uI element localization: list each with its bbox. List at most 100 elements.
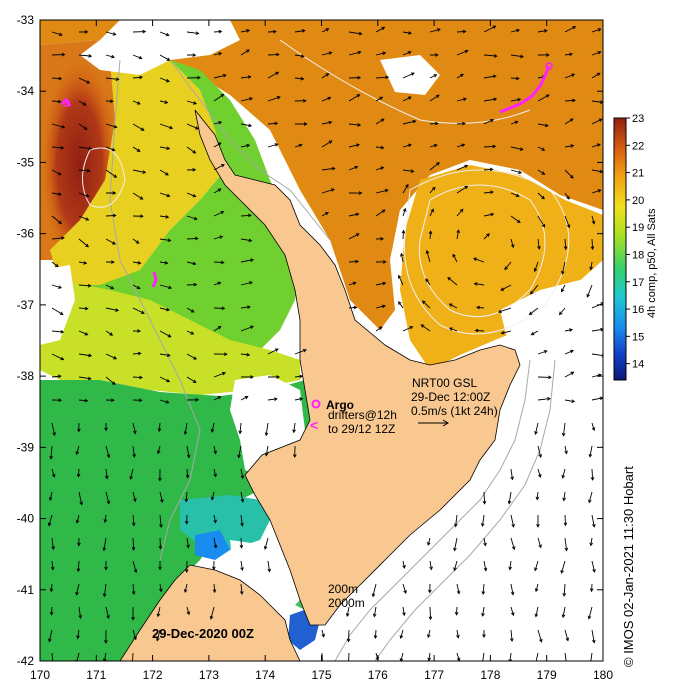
current-arrowhead	[76, 568, 81, 573]
current-arrowhead	[428, 616, 433, 621]
current-arrow	[348, 306, 357, 309]
current-arrowhead	[248, 123, 253, 128]
current-arrow	[238, 445, 242, 458]
current-arrowhead	[408, 31, 412, 35]
current-arrowhead	[159, 524, 163, 529]
current-arrow	[589, 445, 593, 457]
current-arrowhead	[248, 238, 253, 243]
current-arrowhead	[462, 121, 466, 126]
depth-label-200m: 200m	[328, 582, 358, 596]
current-arrowhead	[85, 243, 89, 248]
current-arrowhead	[246, 352, 251, 357]
current-arrowhead	[569, 118, 574, 122]
current-arrow	[564, 99, 575, 102]
current-arrowhead	[380, 118, 385, 122]
current-arrow	[483, 119, 494, 125]
current-arrowhead	[302, 98, 307, 103]
current-arrowhead	[106, 500, 111, 505]
current-arrowhead	[165, 78, 170, 83]
current-arrow	[103, 537, 107, 551]
current-arrow	[132, 560, 137, 573]
current-arrowhead	[140, 310, 145, 314]
current-arrow	[78, 215, 89, 221]
current-arrow	[564, 537, 568, 551]
current-arrowhead	[590, 477, 595, 481]
current-arrow	[78, 123, 88, 130]
current-arrow	[159, 31, 169, 36]
current-arrowhead	[132, 453, 136, 458]
current-arrowhead	[347, 662, 350, 665]
current-arrowhead	[218, 120, 223, 125]
current-arrowhead	[133, 636, 137, 641]
current-arrowhead	[276, 375, 281, 379]
current-arrowhead	[76, 473, 81, 478]
current-arrow	[535, 422, 539, 435]
current-arrowhead	[563, 522, 568, 527]
current-arrow	[348, 31, 362, 35]
current-arrow	[591, 72, 601, 79]
lat-tick-label: -35	[17, 155, 35, 169]
current-arrow	[591, 215, 595, 224]
current-arrowhead	[565, 662, 568, 665]
current-arrowhead	[571, 73, 576, 77]
current-arrowhead	[111, 398, 115, 403]
current-arrow	[402, 606, 405, 616]
current-arrow	[456, 583, 460, 594]
current-arrow	[510, 238, 514, 248]
current-arrow	[348, 166, 358, 171]
current-arrowhead	[274, 121, 279, 126]
current-arrow	[265, 445, 269, 456]
current-arrow	[447, 277, 458, 286]
current-arrowhead	[111, 260, 115, 264]
current-arrow	[564, 145, 574, 148]
current-arrowhead	[276, 95, 281, 100]
current-arrow	[537, 238, 540, 249]
current-arrowhead	[212, 589, 217, 594]
current-arrowhead	[192, 193, 197, 198]
current-arrow	[498, 307, 512, 313]
current-arrow	[321, 121, 332, 125]
colorbar-ticks: 14 15 16 17 18 19 20 21 22 23	[626, 113, 644, 371]
current-arrow	[240, 144, 250, 148]
current-arrowhead	[405, 183, 409, 188]
current-arrowhead	[77, 542, 81, 547]
current-arrowhead	[563, 246, 568, 251]
lat-tick-label: -41	[17, 583, 35, 597]
current-arrow	[588, 491, 593, 503]
current-arrowhead	[85, 193, 90, 198]
current-arrow	[562, 468, 566, 478]
current-arrowhead	[473, 282, 478, 286]
current-arrow	[537, 537, 542, 548]
lon-tick-label: 180	[593, 668, 613, 682]
current-arrow	[510, 537, 515, 550]
current-arrowhead	[508, 659, 513, 661]
current-arrow	[105, 169, 117, 178]
current-arrow	[240, 468, 244, 479]
current-arrow	[591, 629, 595, 643]
current-arrow	[132, 422, 136, 434]
current-arrow	[51, 537, 54, 550]
current-arrow	[103, 583, 107, 597]
colorbar-tick-label: 18	[632, 249, 644, 261]
current-arrow	[375, 305, 386, 309]
nrt-label-line2: 29-Dec 12:00Z	[411, 390, 490, 404]
current-arrowhead	[434, 53, 439, 57]
current-arrowhead	[138, 55, 143, 60]
current-arrow	[474, 283, 485, 286]
current-arrow	[588, 606, 593, 619]
current-arrowhead	[497, 309, 502, 314]
current-arrow	[534, 261, 539, 272]
current-arrow	[510, 98, 521, 102]
current-arrowhead	[330, 188, 335, 192]
lon-tick-label: 172	[143, 668, 163, 682]
current-arrow	[159, 399, 169, 404]
current-arrowhead	[481, 662, 484, 665]
current-arrowhead	[587, 615, 592, 620]
sst-region-orange-north	[40, 20, 603, 330]
current-arrowhead	[325, 212, 329, 216]
current-arrow	[456, 230, 460, 240]
current-arrowhead	[84, 398, 89, 403]
current-arrow	[51, 261, 59, 267]
current-arrow	[483, 75, 496, 79]
current-arrowhead	[275, 71, 280, 76]
